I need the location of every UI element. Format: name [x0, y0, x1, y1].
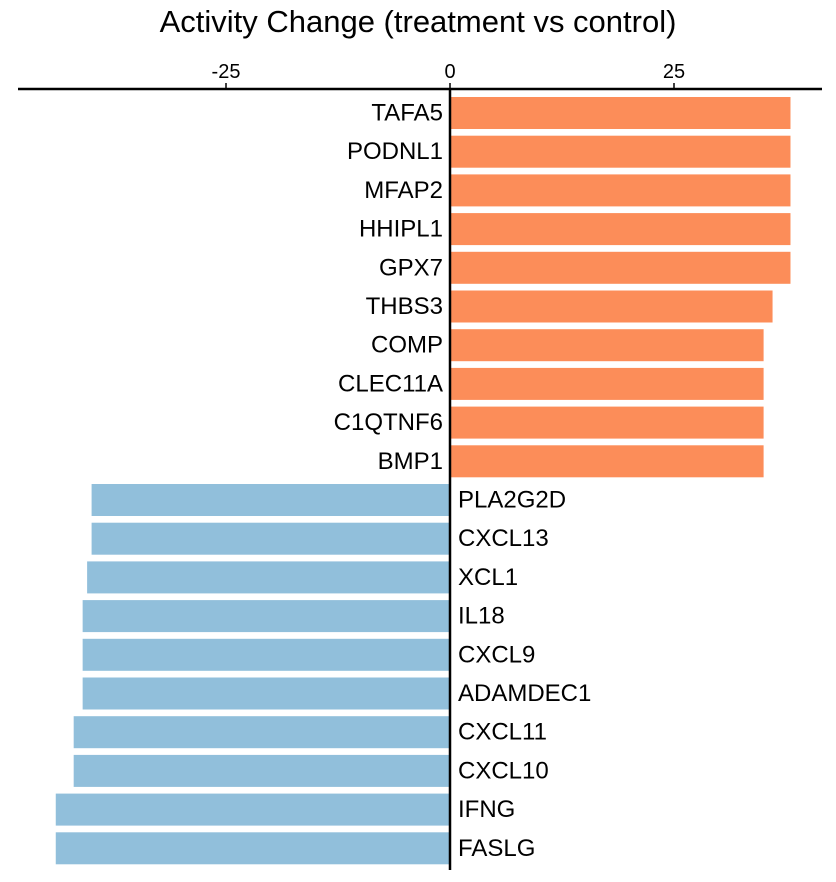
category-label: GPX7 — [379, 254, 443, 281]
category-label: IL18 — [458, 603, 505, 630]
bar-cxcl9 — [82, 638, 450, 671]
x-tick-label: 0 — [444, 61, 455, 83]
category-label: HHIPL1 — [359, 216, 443, 243]
category-label: BMP1 — [378, 448, 443, 475]
category-label: C1QTNF6 — [334, 409, 443, 436]
bar-gpx7 — [450, 251, 791, 284]
bar-thbs3 — [450, 290, 773, 323]
category-label: CXCL9 — [458, 641, 535, 668]
category-label: PODNL1 — [347, 138, 443, 165]
bar-cxcl10 — [73, 754, 451, 787]
category-label: TAFA5 — [371, 100, 443, 127]
category-label: CXCL13 — [458, 525, 549, 552]
bar-mfap2 — [450, 174, 791, 207]
bar-xcl1 — [87, 561, 451, 594]
category-label: CLEC11A — [338, 370, 443, 397]
bar-tafa5 — [450, 97, 791, 129]
bar-bmp1 — [450, 445, 764, 478]
category-label: ADAMDEC1 — [458, 680, 591, 707]
category-label: IFNG — [458, 796, 515, 823]
bars-group — [55, 97, 791, 865]
bar-comp — [450, 329, 764, 362]
bar-cxcl11 — [73, 716, 451, 749]
category-label: FASLG — [458, 835, 535, 862]
x-tick-label: -25 — [212, 61, 241, 83]
bar-ifng — [55, 793, 450, 826]
x-axis: -25 0 25 — [18, 61, 822, 870]
category-label: THBS3 — [366, 293, 443, 320]
bar-pla2g2d — [91, 484, 450, 516]
category-label: XCL1 — [458, 564, 518, 591]
bar-il18 — [82, 600, 450, 633]
chart-title: Activity Change (treatment vs control) — [159, 4, 677, 39]
bar-cxcl13 — [91, 522, 450, 555]
category-label: COMP — [371, 332, 443, 359]
category-label: CXCL11 — [458, 719, 547, 746]
category-label: PLA2G2D — [458, 487, 566, 514]
bar-podnl1 — [450, 135, 791, 168]
x-tick-label: 25 — [663, 61, 685, 83]
bar-c1qtnf6 — [450, 406, 764, 439]
category-label: CXCL10 — [458, 757, 549, 784]
bar-hhipl1 — [450, 213, 791, 246]
category-labels: TAFA5 PODNL1 MFAP2 HHIPL1 GPX7 THBS3 COMP CLEC1… — [334, 100, 592, 862]
category-label: MFAP2 — [364, 177, 443, 204]
bar-adamdec1 — [82, 677, 450, 710]
bar-clec11a — [450, 367, 764, 400]
bar-faslg — [55, 832, 450, 865]
